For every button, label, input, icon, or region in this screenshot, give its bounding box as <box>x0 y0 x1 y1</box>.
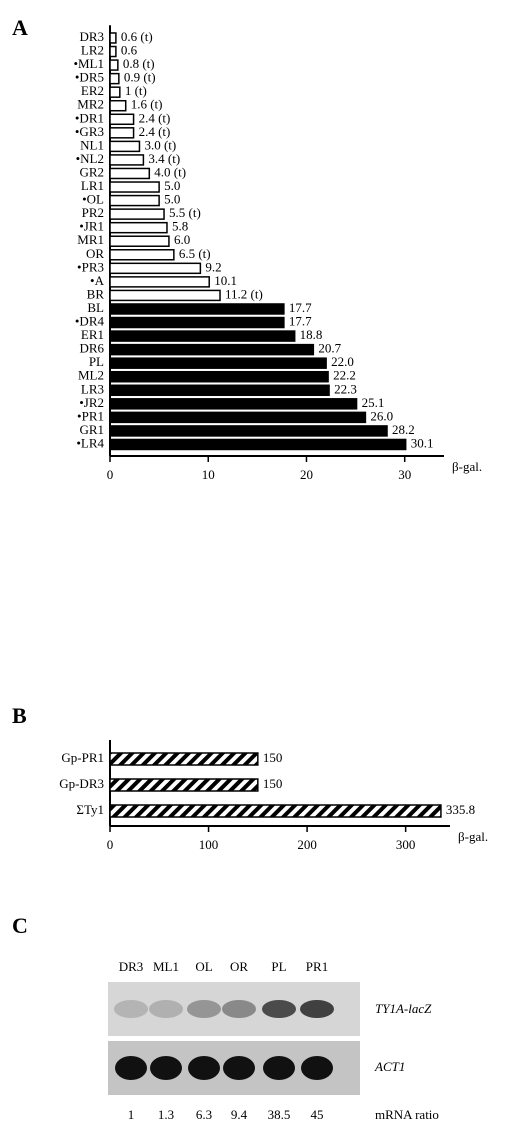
value-label: 335.8 <box>446 802 475 817</box>
x-tick-label: 20 <box>300 467 313 482</box>
bar <box>110 372 328 382</box>
x-tick-label: 300 <box>396 837 416 852</box>
bar <box>110 236 169 246</box>
bar <box>110 331 295 341</box>
band <box>188 1056 220 1080</box>
bar <box>110 250 174 260</box>
lane-label: OL <box>195 959 212 974</box>
bar <box>110 385 329 395</box>
ratio-label: 6.3 <box>196 1107 212 1122</box>
band <box>150 1056 182 1080</box>
x-tick-label: 0 <box>107 837 114 852</box>
bar <box>110 87 120 97</box>
row-label: ACT1 <box>374 1059 405 1074</box>
band <box>262 1000 296 1018</box>
category-label: ΣTy1 <box>76 802 104 817</box>
value-label: 30.1 <box>411 435 434 450</box>
bar <box>110 168 149 178</box>
bar <box>110 114 134 124</box>
band <box>187 1000 221 1018</box>
value-label: 150 <box>263 776 283 791</box>
bar <box>110 277 209 287</box>
x-tick-label: 200 <box>297 837 317 852</box>
band <box>149 1000 183 1018</box>
figure: A B C 0102030β-gal.DR30.6 (t)LR20.6•ML10… <box>0 0 509 1127</box>
value-label: 11.2 (t) <box>225 286 263 301</box>
bar <box>110 47 116 57</box>
lane-label: OR <box>230 959 248 974</box>
bar <box>110 304 284 314</box>
bar <box>110 182 159 192</box>
bar <box>110 779 258 791</box>
bar <box>110 263 200 273</box>
x-tick-label: 0 <box>107 467 114 482</box>
band <box>115 1056 147 1080</box>
bar <box>110 426 387 436</box>
lane-label: ML1 <box>153 959 179 974</box>
bar <box>110 155 143 165</box>
band <box>300 1000 334 1018</box>
x-tick-label: 10 <box>202 467 215 482</box>
panel-label: C <box>12 913 28 938</box>
bar <box>110 60 118 70</box>
panel-label: A <box>12 15 28 40</box>
bar <box>110 412 365 422</box>
bar <box>110 345 313 355</box>
bar <box>110 196 159 206</box>
bar <box>110 805 441 817</box>
lane-label: PR1 <box>306 959 328 974</box>
ratio-title: mRNA ratio <box>375 1107 439 1122</box>
bar <box>110 223 167 233</box>
x-axis-label: β-gal. <box>458 829 488 844</box>
bar <box>110 399 357 409</box>
x-axis-label: β-gal. <box>452 459 482 474</box>
x-tick-label: 100 <box>199 837 219 852</box>
lane-label: DR3 <box>119 959 144 974</box>
panel-label: B <box>12 703 27 728</box>
band <box>223 1056 255 1080</box>
row-label: TY1A-lacZ <box>375 1001 432 1016</box>
band <box>114 1000 148 1018</box>
bar <box>110 290 220 300</box>
value-label: 22.3 <box>334 381 357 396</box>
bar <box>110 74 119 84</box>
bar <box>110 439 406 449</box>
bar <box>110 141 139 151</box>
x-tick-label: 30 <box>398 467 411 482</box>
lane-label: PL <box>271 959 286 974</box>
ratio-label: 45 <box>311 1107 324 1122</box>
bar <box>110 128 134 138</box>
ratio-label: 9.4 <box>231 1107 248 1122</box>
ratio-label: 38.5 <box>268 1107 291 1122</box>
bar <box>110 33 116 43</box>
category-label: Gp-PR1 <box>61 750 104 765</box>
category-label: •LR4 <box>76 435 104 450</box>
ratio-label: 1 <box>128 1107 135 1122</box>
band <box>263 1056 295 1080</box>
category-label: Gp-DR3 <box>59 776 104 791</box>
value-label: 150 <box>263 750 283 765</box>
bar <box>110 101 126 111</box>
ratio-label: 1.3 <box>158 1107 174 1122</box>
band <box>222 1000 256 1018</box>
value-label: 26.0 <box>370 408 393 423</box>
band <box>301 1056 333 1080</box>
bar <box>110 318 284 328</box>
bar <box>110 358 326 368</box>
bar <box>110 753 258 765</box>
bar <box>110 209 164 219</box>
